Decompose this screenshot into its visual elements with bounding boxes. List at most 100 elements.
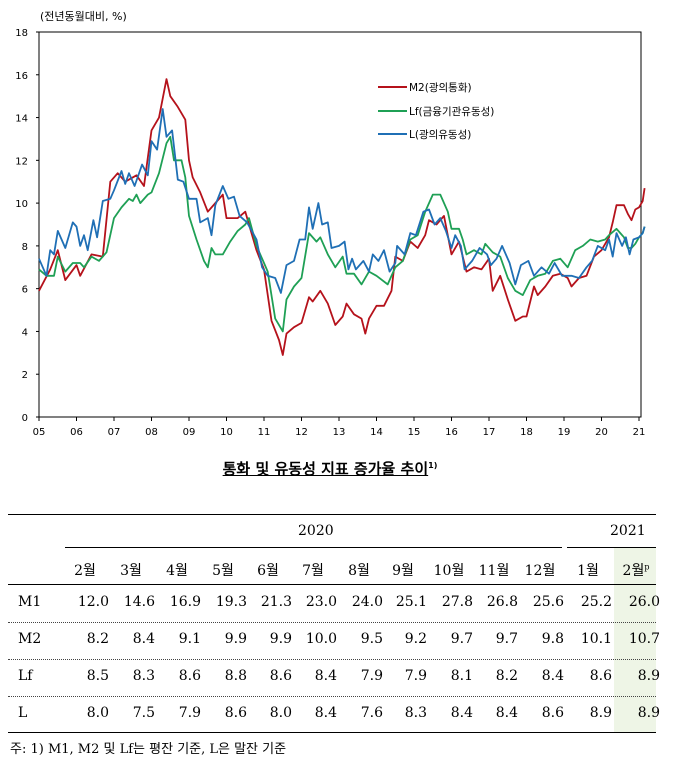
table-cell: 8.6 — [178, 668, 201, 684]
x-tick-label: 21 — [633, 427, 646, 438]
table-cell: 25.6 — [532, 594, 564, 610]
month-header: 6월 — [245, 560, 291, 580]
x-tick-label: 12 — [295, 427, 308, 438]
plot-frame — [38, 31, 642, 418]
table-cell: 8.2 — [86, 631, 109, 647]
y-tick-label: 16 — [15, 71, 28, 82]
x-tick-label: 09 — [183, 427, 196, 438]
y-tick-label: 18 — [15, 28, 28, 39]
table-cell: 24.0 — [351, 594, 383, 610]
table-cell: 25.1 — [395, 594, 427, 610]
x-tick-label: 11 — [258, 427, 271, 438]
y-tick-label: 0 — [22, 413, 28, 424]
year-2020-rule — [65, 547, 562, 548]
x-tick-label: 19 — [558, 427, 571, 438]
series-line-m2 — [38, 78, 646, 356]
table-cell: 8.9 — [637, 705, 660, 721]
table-cell: 9.7 — [495, 631, 518, 647]
table-cell: 9.1 — [178, 631, 201, 647]
table-cell: 8.4 — [541, 668, 564, 684]
table-title: 통화 및 유동성 지표 증가율 추이1) — [0, 458, 660, 479]
row-label: M1 — [18, 594, 42, 610]
header-bottom-rule — [8, 584, 656, 585]
legend-label: Lf(금융기관유동성) — [409, 106, 494, 118]
x-tick-label: 15 — [408, 427, 421, 438]
month-label: 12월 — [524, 563, 556, 579]
table-cell: 10.7 — [628, 631, 660, 647]
x-tick-label: 13 — [333, 427, 346, 438]
table-cell: 8.4 — [495, 705, 518, 721]
table-cell: 8.0 — [269, 705, 292, 721]
title-footnote-mark: 1) — [428, 461, 438, 470]
x-tick-label: 06 — [70, 427, 83, 438]
table-cell: 8.9 — [637, 668, 660, 684]
year-2021-header: 2021 — [610, 523, 646, 539]
table-cell: 8.6 — [224, 705, 247, 721]
month-label: 2월 — [74, 563, 96, 579]
row-divider — [8, 622, 656, 623]
table-cell: 8.4 — [314, 668, 337, 684]
table-cell: 8.8 — [224, 668, 247, 684]
table-cell: 7.6 — [360, 705, 383, 721]
y-tick-label: 10 — [15, 199, 28, 210]
table-cell: 8.1 — [450, 668, 473, 684]
table-cell: 16.9 — [169, 594, 201, 610]
table-bottom-rule — [8, 732, 656, 733]
x-tick-label: 10 — [220, 427, 233, 438]
month-header: 1월 — [565, 560, 611, 580]
month-label: 5월 — [212, 563, 234, 579]
x-tick-label: 18 — [520, 427, 533, 438]
table-title-text: 통화 및 유동성 지표 증가율 추이 — [222, 460, 429, 478]
table-cell: 14.6 — [123, 594, 155, 610]
month-header: 8월 — [336, 560, 382, 580]
table-cell: 8.0 — [86, 705, 109, 721]
table-cell: 19.3 — [215, 594, 247, 610]
y-tick-label: 4 — [22, 327, 28, 338]
month-label: 11월 — [478, 563, 510, 579]
row-divider — [8, 659, 656, 660]
table-cell: 8.4 — [450, 705, 473, 721]
table-cell: 12.0 — [77, 594, 109, 610]
table-cell: 25.2 — [580, 594, 612, 610]
table-cell: 8.6 — [541, 705, 564, 721]
growth-rate-table: 2020 2021 2월 3월 4월 5월 6월 7월 8월 9월 10월 11월 12월 1월 2월p… — [8, 514, 660, 734]
month-header: 10월 — [426, 560, 472, 580]
preliminary-mark: p — [644, 562, 650, 572]
table-cell: 8.4 — [314, 705, 337, 721]
table-cell: 9.7 — [450, 631, 473, 647]
month-header: 11월 — [471, 560, 517, 580]
table-footnote: 주: 1) M1, M2 및 Lf는 평잔 기준, L은 말잔 기준 — [10, 742, 287, 757]
y-tick-label: 12 — [15, 156, 28, 167]
month-header: 7월 — [290, 560, 336, 580]
table-cell: 10.1 — [580, 631, 612, 647]
table-cell: 7.9 — [178, 705, 201, 721]
table-cell: 9.9 — [224, 631, 247, 647]
month-label: 7월 — [302, 563, 324, 579]
month-label: 1월 — [577, 563, 599, 579]
series-line-lf — [38, 135, 646, 333]
legend-label: L(광의유동성) — [409, 129, 471, 141]
table-cell: 9.8 — [541, 631, 564, 647]
row-divider — [8, 696, 656, 697]
x-tick-label: 16 — [445, 427, 458, 438]
table-cell: 8.2 — [495, 668, 518, 684]
x-tick-label: 05 — [33, 427, 46, 438]
table-cell: 8.3 — [132, 668, 155, 684]
table-cell: 26.8 — [486, 594, 518, 610]
table-cell: 8.3 — [404, 705, 427, 721]
month-label: 10월 — [433, 563, 465, 579]
month-header: 5월 — [200, 560, 246, 580]
table-cell: 9.9 — [269, 631, 292, 647]
month-label: 6월 — [257, 563, 279, 579]
table-cell: 8.6 — [589, 668, 612, 684]
table-cell: 9.2 — [404, 631, 427, 647]
table-cell: 27.8 — [441, 594, 473, 610]
x-tick-label: 17 — [483, 427, 496, 438]
y-tick-label: 8 — [22, 242, 28, 253]
highlight-column — [614, 548, 656, 733]
month-header: 3월 — [108, 560, 154, 580]
month-header: 12월 — [517, 560, 563, 580]
table-cell: 8.6 — [269, 668, 292, 684]
month-header: 4월 — [154, 560, 200, 580]
table-cell: 7.5 — [132, 705, 155, 721]
